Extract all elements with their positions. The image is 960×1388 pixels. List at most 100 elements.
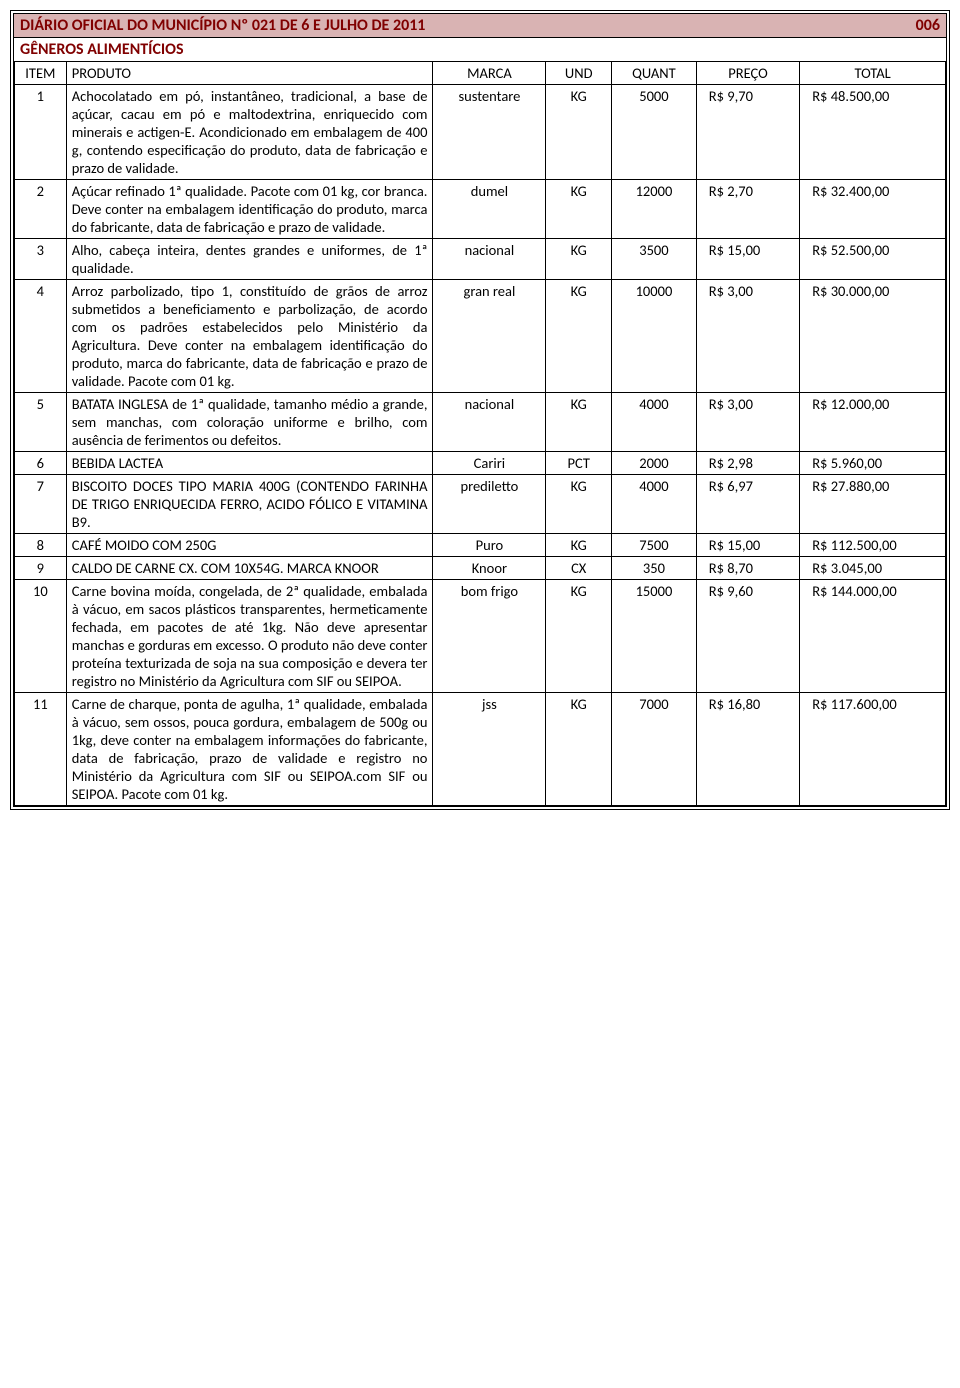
cell-quant: 4000 [612, 393, 697, 452]
cell-und: PCT [546, 452, 612, 475]
cell-produto: BATATA INGLESA de 1ª qualidade, tamanho … [66, 393, 433, 452]
cell-total: R$ 27.880,00 [800, 475, 946, 534]
cell-preco: R$ 3,00 [696, 280, 799, 393]
cell-und: KG [546, 85, 612, 180]
cell-preco: R$ 9,70 [696, 85, 799, 180]
cell-item: 2 [15, 180, 67, 239]
table-row: 4Arroz parbolizado, tipo 1, constituído … [15, 280, 946, 393]
cell-preco: R$ 15,00 [696, 239, 799, 280]
table-row: 3Alho, cabeça inteira, dentes grandes e … [15, 239, 946, 280]
cell-preco: R$ 6,97 [696, 475, 799, 534]
cell-produto: CALDO DE CARNE CX. COM 10X54G. MARCA KNO… [66, 557, 433, 580]
table-row: 9CALDO DE CARNE CX. COM 10X54G. MARCA KN… [15, 557, 946, 580]
cell-produto: Carne de charque, ponta de agulha, 1ª qu… [66, 693, 433, 806]
cell-total: R$ 32.400,00 [800, 180, 946, 239]
col-produto: PRODUTO [66, 62, 433, 85]
cell-quant: 3500 [612, 239, 697, 280]
cell-marca: Knoor [433, 557, 546, 580]
cell-quant: 2000 [612, 452, 697, 475]
cell-preco: R$ 8,70 [696, 557, 799, 580]
cell-item: 7 [15, 475, 67, 534]
cell-item: 5 [15, 393, 67, 452]
cell-produto: Achocolatado em pó, instantâneo, tradici… [66, 85, 433, 180]
cell-total: R$ 12.000,00 [800, 393, 946, 452]
table-header-row: ITEM PRODUTO MARCA UND QUANT PREÇO TOTAL [15, 62, 946, 85]
cell-quant: 10000 [612, 280, 697, 393]
cell-item: 8 [15, 534, 67, 557]
cell-marca: Puro [433, 534, 546, 557]
col-preco: PREÇO [696, 62, 799, 85]
cell-total: R$ 48.500,00 [800, 85, 946, 180]
cell-produto: BISCOITO DOCES TIPO MARIA 400G (CONTENDO… [66, 475, 433, 534]
cell-total: R$ 52.500,00 [800, 239, 946, 280]
cell-marca: dumel [433, 180, 546, 239]
cell-produto: Carne bovina moída, congelada, de 2ª qua… [66, 580, 433, 693]
cell-total: R$ 112.500,00 [800, 534, 946, 557]
table-row: 7BISCOITO DOCES TIPO MARIA 400G (CONTEND… [15, 475, 946, 534]
cell-und: KG [546, 475, 612, 534]
cell-preco: R$ 2,70 [696, 180, 799, 239]
products-table: ITEM PRODUTO MARCA UND QUANT PREÇO TOTAL… [14, 61, 946, 806]
cell-produto: Alho, cabeça inteira, dentes grandes e u… [66, 239, 433, 280]
table-row: 11Carne de charque, ponta de agulha, 1ª … [15, 693, 946, 806]
cell-quant: 4000 [612, 475, 697, 534]
col-quant: QUANT [612, 62, 697, 85]
table-body: 1Achocolatado em pó, instantâneo, tradic… [15, 85, 946, 806]
cell-item: 10 [15, 580, 67, 693]
cell-item: 1 [15, 85, 67, 180]
cell-preco: R$ 9,60 [696, 580, 799, 693]
cell-quant: 7500 [612, 534, 697, 557]
cell-preco: R$ 3,00 [696, 393, 799, 452]
page-number: 006 [916, 16, 940, 35]
cell-preco: R$ 2,98 [696, 452, 799, 475]
cell-marca: prediletto [433, 475, 546, 534]
cell-und: KG [546, 280, 612, 393]
cell-total: R$ 3.045,00 [800, 557, 946, 580]
cell-produto: BEBIDA LACTEA [66, 452, 433, 475]
cell-und: KG [546, 239, 612, 280]
col-total: TOTAL [800, 62, 946, 85]
document-header: DIÁRIO OFICIAL DO MUNICÍPIO Nº 021 DE 6 … [14, 14, 946, 38]
cell-preco: R$ 15,00 [696, 534, 799, 557]
cell-marca: nacional [433, 393, 546, 452]
cell-item: 9 [15, 557, 67, 580]
cell-total: R$ 117.600,00 [800, 693, 946, 806]
table-row: 5BATATA INGLESA de 1ª qualidade, tamanho… [15, 393, 946, 452]
cell-total: R$ 5.960,00 [800, 452, 946, 475]
table-row: 10Carne bovina moída, congelada, de 2ª q… [15, 580, 946, 693]
cell-quant: 15000 [612, 580, 697, 693]
cell-quant: 7000 [612, 693, 697, 806]
cell-quant: 5000 [612, 85, 697, 180]
cell-und: KG [546, 693, 612, 806]
cell-marca: bom frigo [433, 580, 546, 693]
cell-und: KG [546, 180, 612, 239]
cell-und: KG [546, 393, 612, 452]
cell-und: CX [546, 557, 612, 580]
cell-produto: CAFÉ MOIDO COM 250G [66, 534, 433, 557]
table-row: 1Achocolatado em pó, instantâneo, tradic… [15, 85, 946, 180]
col-und: UND [546, 62, 612, 85]
table-row: 6BEBIDA LACTEACaririPCT2000R$ 2,98R$ 5.9… [15, 452, 946, 475]
document-title: DIÁRIO OFICIAL DO MUNICÍPIO Nº 021 DE 6 … [20, 16, 425, 35]
section-subtitle: GÊNEROS ALIMENTÍCIOS [14, 38, 946, 61]
cell-marca: nacional [433, 239, 546, 280]
cell-item: 4 [15, 280, 67, 393]
cell-total: R$ 30.000,00 [800, 280, 946, 393]
cell-item: 3 [15, 239, 67, 280]
col-item: ITEM [15, 62, 67, 85]
cell-quant: 350 [612, 557, 697, 580]
col-marca: MARCA [433, 62, 546, 85]
cell-produto: Açúcar refinado 1ª qualidade. Pacote com… [66, 180, 433, 239]
cell-und: KG [546, 534, 612, 557]
cell-quant: 12000 [612, 180, 697, 239]
table-row: 2Açúcar refinado 1ª qualidade. Pacote co… [15, 180, 946, 239]
cell-marca: gran real [433, 280, 546, 393]
cell-total: R$ 144.000,00 [800, 580, 946, 693]
cell-marca: jss [433, 693, 546, 806]
table-row: 8CAFÉ MOIDO COM 250GPuroKG7500R$ 15,00R$… [15, 534, 946, 557]
cell-produto: Arroz parbolizado, tipo 1, constituído d… [66, 280, 433, 393]
cell-und: KG [546, 580, 612, 693]
cell-item: 6 [15, 452, 67, 475]
cell-item: 11 [15, 693, 67, 806]
cell-preco: R$ 16,80 [696, 693, 799, 806]
